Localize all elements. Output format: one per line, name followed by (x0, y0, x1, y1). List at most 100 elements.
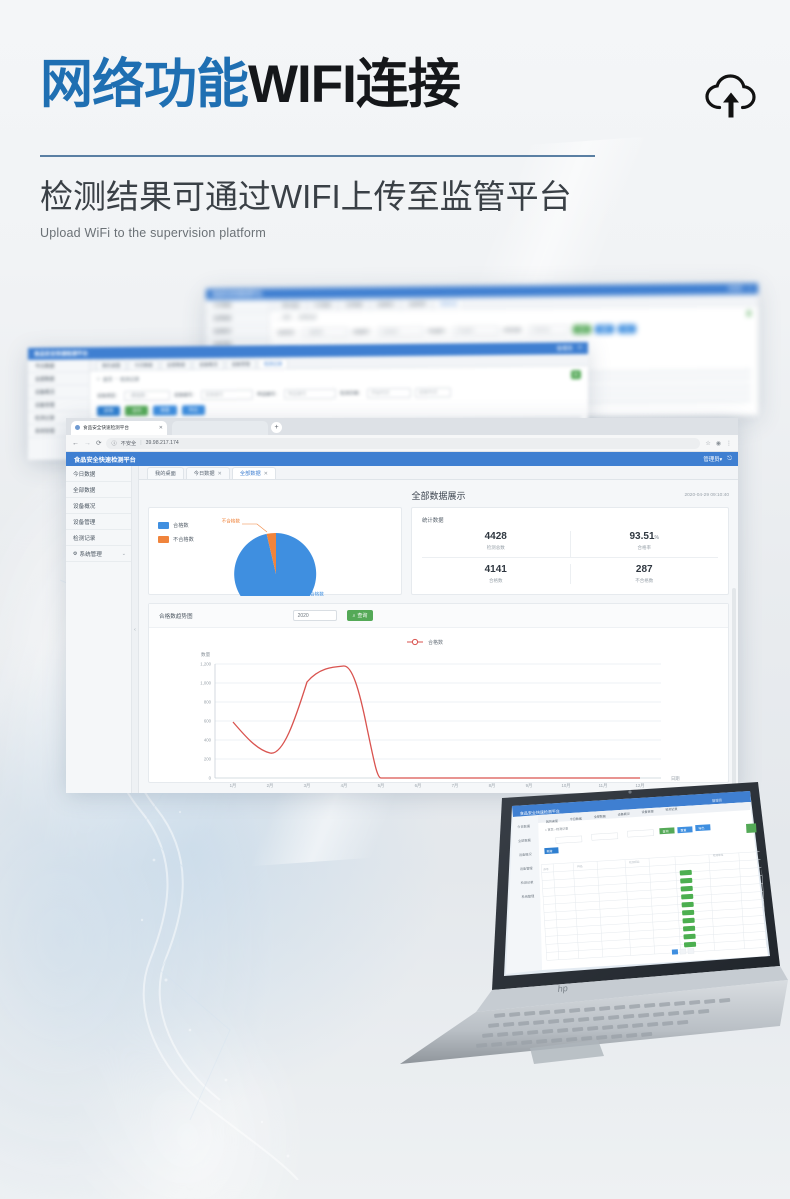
logout-icon: ⎋ (577, 344, 582, 351)
sidebar-item-overview-mid: 设备概况 (28, 385, 89, 399)
close-icon[interactable]: ✕ (158, 424, 163, 431)
user-menu-far: 管理员 (728, 286, 744, 293)
stat-label: 合格率 (637, 545, 652, 550)
laptop-sidebar-item: 设备概况 (519, 851, 533, 857)
stat-value: 287 (635, 564, 653, 575)
x-tick-sep: 9月 (526, 783, 533, 788)
browser-omnibox-bar: ← → ⟳ ⓘ 不安全 | 39.98.217.174 ☆ ◉ ⋮ (66, 435, 738, 452)
add-button-mid: 新增 (97, 405, 121, 417)
url-text: 39.98.217.174 (145, 440, 179, 446)
pie-legend-qualified[interactable]: 合格数 (158, 522, 194, 529)
sidebar-item-system[interactable]: ⚙ 系统管理 ⌄ (66, 546, 131, 562)
laptop-camera-icon (628, 790, 632, 794)
laptop-tab: 设备概况 (617, 811, 629, 817)
svg-text:检测项目: 检测项目 (629, 860, 640, 865)
content-tabbar: 我的桌面 今日数据 ✕ 全部数据 ✕ (139, 466, 738, 480)
field-label-date-mid: 检测日期： (339, 390, 363, 396)
home-icon: ⌂ (277, 315, 280, 321)
tab-today-data[interactable]: 今日数据 ✕ (185, 467, 230, 479)
main-browser-window: 食品安全快速检测平台 ✕ + ← → ⟳ ⓘ 不安全 | 39.98.217.1… (66, 418, 738, 793)
legend-swatch-icon (158, 522, 169, 529)
breadcrumb-current-mid: 检测记录 (120, 377, 140, 383)
tab-desktop-far: 我的桌面 (276, 299, 306, 311)
user-menu[interactable]: 管理员▾ (703, 457, 723, 463)
trend-chart-title: 合格数趋势图 (159, 613, 193, 620)
star-icon[interactable]: ☆ (705, 440, 711, 447)
kebab-menu-icon[interactable]: ⋮ (726, 440, 732, 447)
content-scrollbar[interactable] (732, 588, 736, 788)
laptop-export-button: 导出 (698, 825, 704, 830)
settings-icon: ⚙ (571, 370, 581, 380)
field-label-device-no-mid: 设备编号： (173, 392, 197, 398)
sidebar-collapse-button[interactable]: ‹ (132, 466, 139, 793)
profile-icon[interactable]: ◉ (715, 440, 721, 447)
y-tick-600: 600 (204, 719, 212, 724)
laptop-sidebar-item: 设备管理 (520, 865, 534, 871)
select-device-type-far: --请选择-- (302, 327, 349, 337)
x-tick-jan: 1月 (230, 783, 237, 788)
pie-legend-unqualified[interactable]: 不合格数 (158, 536, 194, 543)
logout-icon[interactable]: ⎋ (727, 455, 732, 462)
forward-arrow-icon[interactable]: → (84, 439, 91, 447)
tab-my-desktop[interactable]: 我的桌面 (147, 467, 184, 479)
home-icon: ⌂ (97, 377, 100, 383)
tab-devices-mid: 设备管理 (225, 358, 256, 369)
svg-text:样品: 样品 (577, 864, 583, 868)
y-axis-title: 数量 (201, 651, 211, 658)
laptop-search-button: 查询 (662, 828, 668, 833)
page-title-secondary: WIFI连接 (248, 55, 461, 114)
sidebar-item-today[interactable]: 今日数据 (66, 466, 131, 482)
sidebar-item-all-far: 全部数据 (206, 312, 269, 326)
tab-all-data[interactable]: 全部数据 ✕ (231, 467, 277, 479)
pie-annotation-qualified: 合格数 (310, 591, 324, 597)
sidebar-item-records[interactable]: 检测记录 (66, 530, 131, 546)
close-icon[interactable]: ✕ (217, 470, 222, 477)
input-sample-no-mid: 样品编号 (283, 388, 336, 400)
x-tick-aug: 8月 (489, 783, 496, 788)
sidebar-item-label: 系统管理 (79, 551, 102, 558)
reload-icon[interactable]: ⟳ (96, 440, 102, 447)
browser-tab-active[interactable]: 食品安全快速检测平台 ✕ (71, 420, 167, 435)
legend-swatch-icon (158, 536, 169, 543)
laptop-app-brand: 食品安全快速检测平台 (520, 808, 560, 816)
legend-label: 不合格数 (173, 537, 194, 543)
x-tick-nov: 11月 (599, 783, 608, 788)
field-label-device-type-mid: 设备类型： (97, 392, 120, 399)
tab-records-mid: 检测记录 (257, 358, 289, 369)
laptop-settings-button (746, 823, 757, 833)
field-label-sample-no-mid: 样品编号： (256, 391, 280, 397)
year-input[interactable]: 2020 (292, 610, 337, 621)
sidebar-item-label: 设备管理 (73, 519, 96, 526)
search-button[interactable]: ⌕ 查询 (346, 610, 374, 621)
laptop-breadcrumb: ⌂ 首页 › 检测记录 (545, 826, 569, 832)
browser-tab-inactive[interactable] (172, 420, 268, 435)
stats-card: 统计数据 4428 检测总数 93.51% 合格率 (411, 507, 729, 595)
back-arrow-icon[interactable]: ← (72, 439, 79, 447)
search-button-mid: 查询 (125, 405, 149, 416)
stat-label: 不合格数 (635, 578, 654, 583)
sidebar-item-device-manage[interactable]: 设备管理 (66, 514, 131, 530)
sidebar-item-label: 今日数据 (73, 471, 96, 478)
url-field[interactable]: ⓘ 不安全 | 39.98.217.174 (106, 437, 701, 449)
close-icon[interactable]: ✕ (263, 470, 269, 477)
app-brand-mid: 食品安全快速检测平台 (34, 351, 88, 358)
select-device-type-mid: --请选择-- (123, 390, 170, 401)
stats-title: 统计数据 (422, 518, 444, 524)
logout-icon: ⎋ (748, 285, 752, 292)
laptop-tab: 全部数据 (594, 813, 606, 819)
title-divider (40, 155, 595, 157)
sidebar-item-device-overview[interactable]: 设备概况 (66, 498, 131, 514)
sidebar-item-devices-mid: 设备管理 (28, 398, 89, 412)
breadcrumb-sep-far: › (294, 315, 296, 321)
app-brand-far: 食品安全快速检测平台 (212, 291, 263, 298)
x-tick-jul: 7月 (452, 783, 459, 788)
line-legend: 合格数 (407, 638, 443, 646)
user-menu-mid: 管理员 (556, 346, 573, 353)
tab-desktop-mid: 我的桌面 (96, 359, 127, 371)
sidebar-item-all-data[interactable]: 全部数据 (66, 482, 131, 498)
laptop-user: 管理员 (712, 797, 723, 803)
page-title-primary: 网络功能 (40, 55, 249, 114)
new-tab-button[interactable]: + (271, 422, 282, 433)
laptop-reset-button: 重置 (680, 827, 686, 832)
sidebar-item-today-mid: 今日数据 (28, 359, 89, 373)
